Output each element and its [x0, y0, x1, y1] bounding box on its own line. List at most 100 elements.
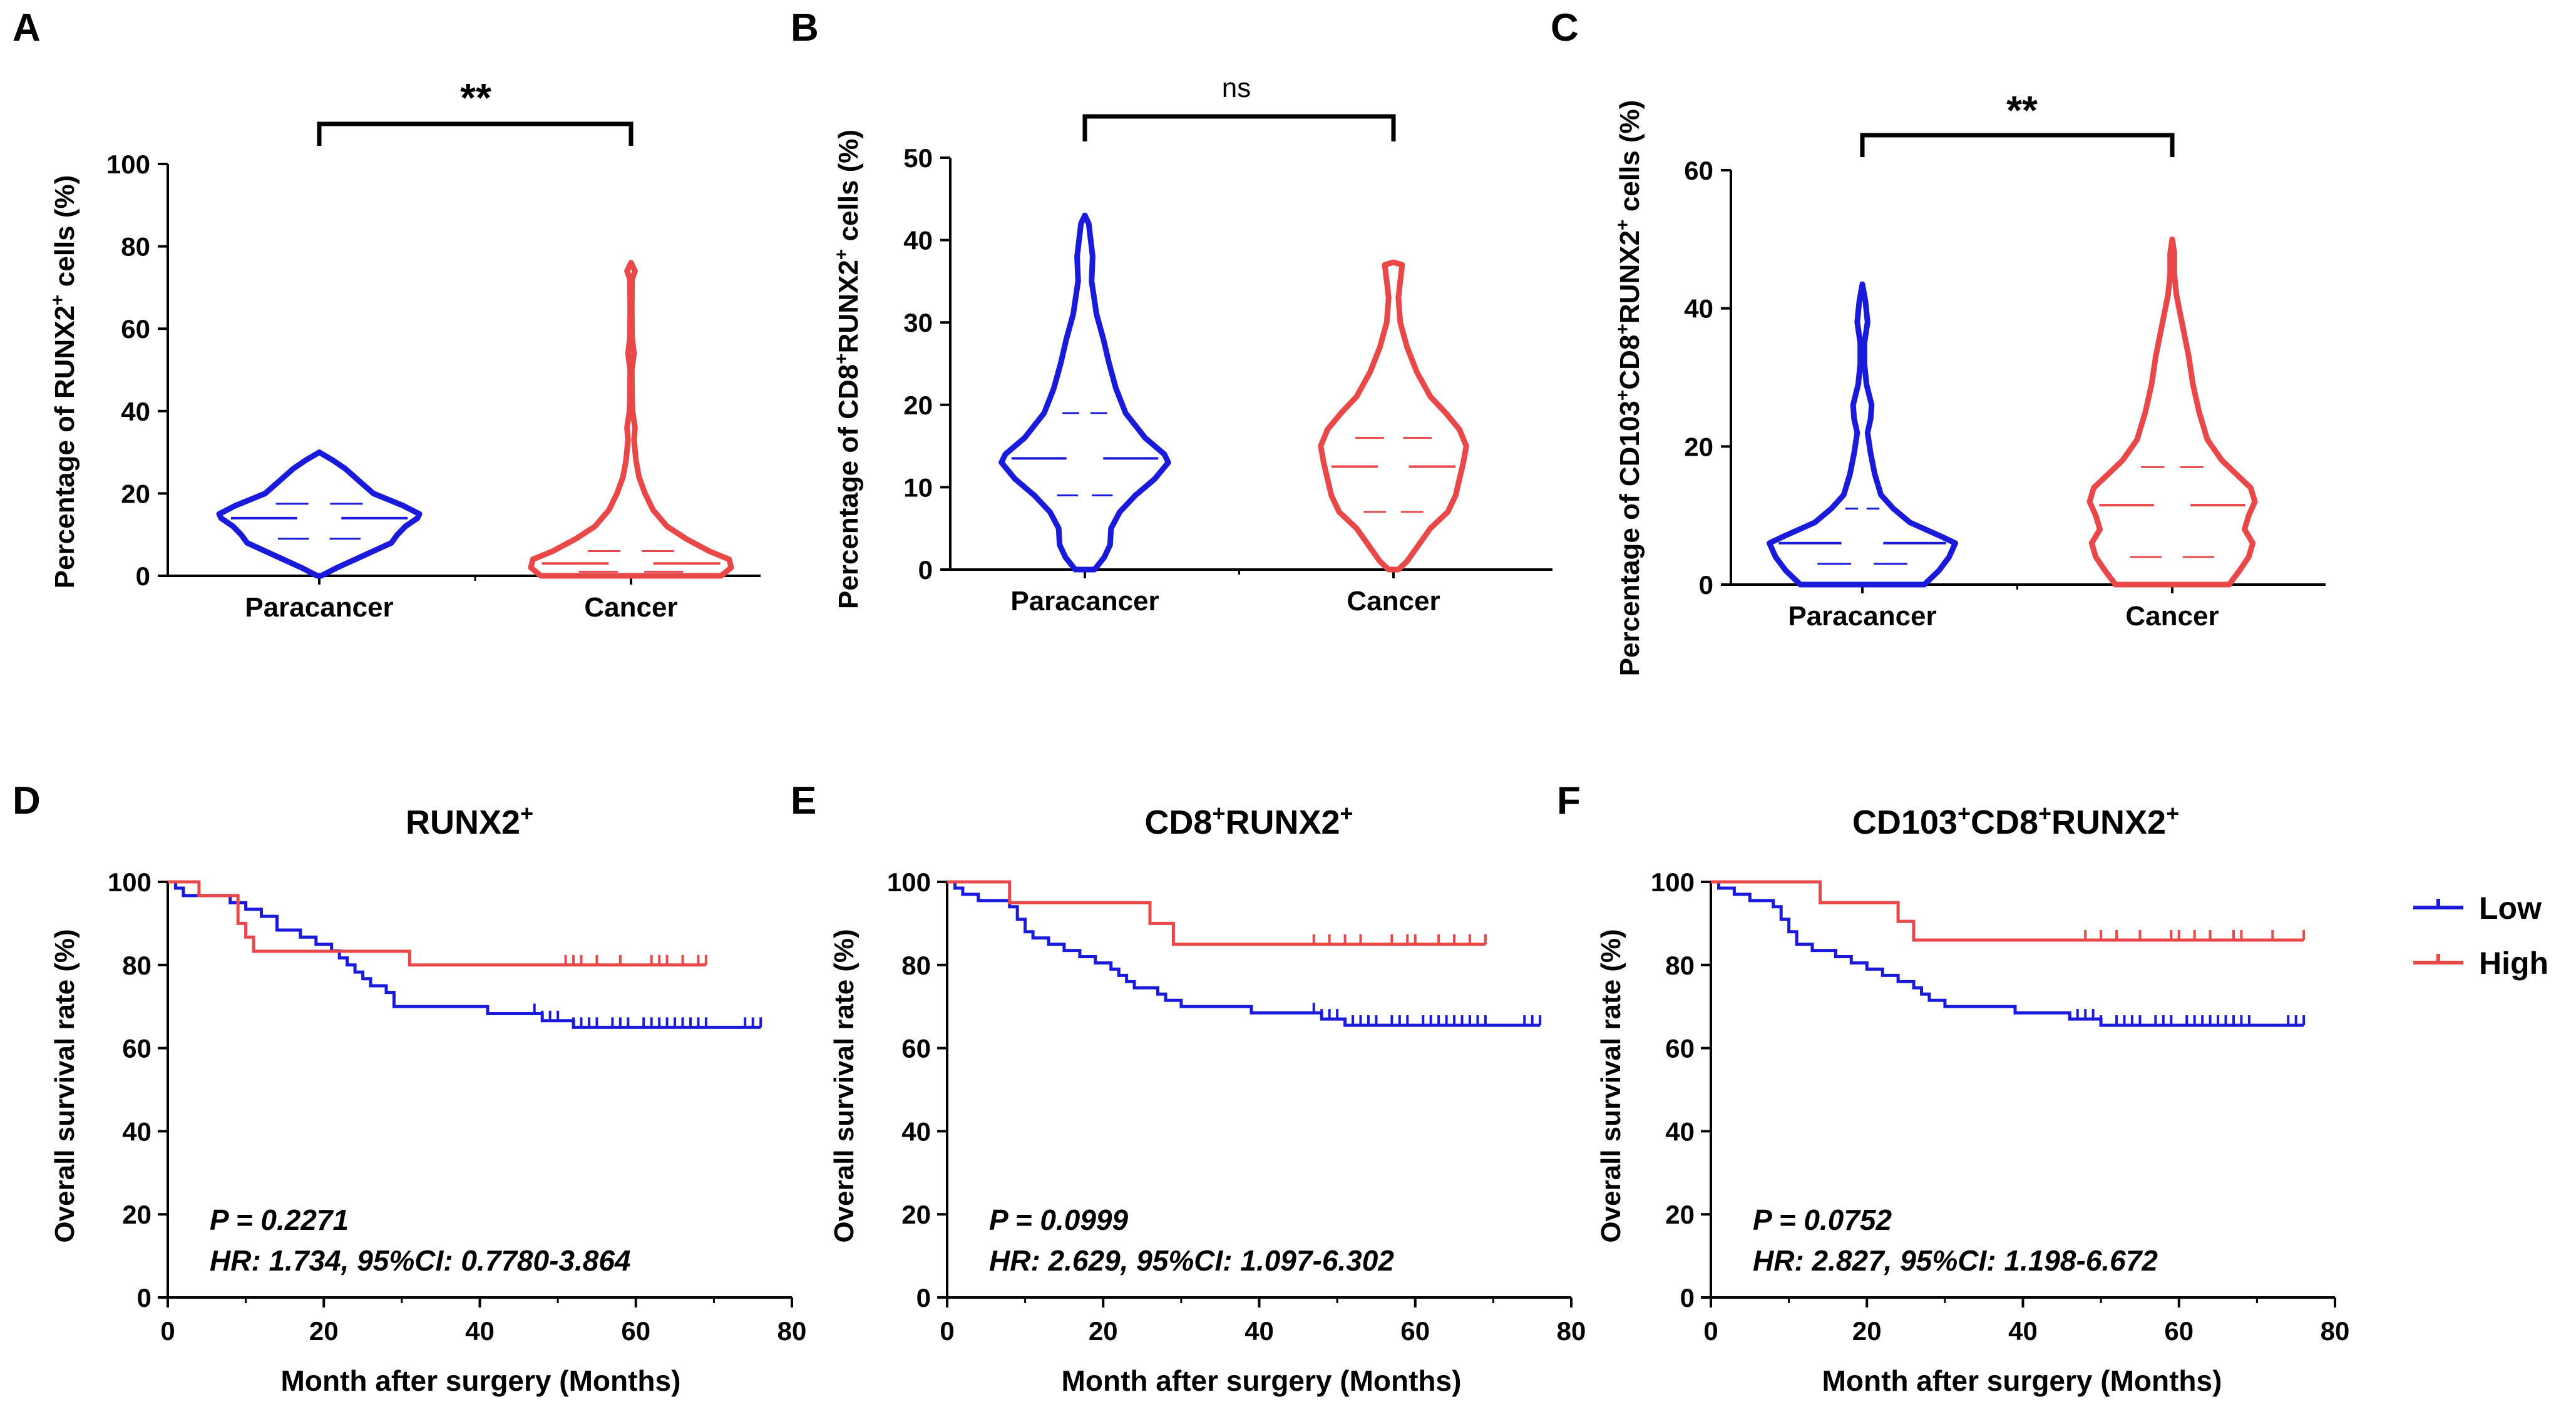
y-tick-label: 0 — [136, 561, 150, 591]
km-curve-low — [168, 880, 761, 1029]
panel-c-plot: 0 20 40 60 Paracancer Cancer — [1684, 133, 2326, 632]
panel-d-xlabel: Month after surgery (Months) — [281, 1364, 681, 1397]
y-tick-label: 20 — [901, 1200, 931, 1229]
y-tick-label: 100 — [108, 867, 151, 897]
y-tick-label: 0 — [1680, 1283, 1695, 1312]
panel-f-hazard-ratio: HR: 2.827, 95%CI: 1.198-6.672 — [1753, 1244, 2158, 1277]
y-tick-label: 40 — [903, 226, 933, 255]
y-tick-label: 40 — [122, 1117, 151, 1146]
significance-bracket — [317, 121, 634, 146]
panel-d-letter: D — [13, 779, 41, 822]
legend-item-high: High — [2413, 946, 2548, 981]
panel-c: C Percentage of CD103+CD8+RUNX2+ cells (… — [1551, 6, 2326, 676]
panel-c-significance: ** — [2006, 88, 2038, 133]
panel-b-ylabel: Percentage of CD8+RUNX2+ cells (%) — [831, 130, 865, 609]
y-tick-label: 60 — [1665, 1034, 1695, 1063]
y-tick-label: 40 — [901, 1117, 931, 1146]
panel-c-letter: C — [1551, 6, 1579, 49]
panel-e-xlabel: Month after surgery (Months) — [1062, 1364, 1462, 1397]
legend-item-low: Low — [2413, 891, 2542, 926]
panel-a: A Percentage of RUNX2+ cells (%) ** 0 20 4… — [13, 6, 761, 623]
x-tick-label: 0 — [160, 1316, 175, 1346]
violin-paracancer — [1767, 281, 1958, 588]
y-tick-label: 40 — [121, 397, 150, 426]
panel-b-significance: ns — [1222, 73, 1251, 103]
y-tick-label: 30 — [903, 308, 933, 337]
panel-f-xlabel: Month after surgery (Months) — [1822, 1364, 2222, 1397]
y-tick-label: 0 — [918, 555, 933, 585]
x-tick-label: 40 — [1244, 1316, 1274, 1346]
significance-bracket — [1860, 133, 2175, 157]
legend-swatch-low — [2413, 899, 2463, 909]
y-tick-label: 50 — [903, 143, 933, 173]
violin-cancer — [528, 260, 734, 579]
y-tick-label: 20 — [121, 479, 150, 508]
panel-b: B Percentage of CD8+RUNX2+ cells (%) ns … — [791, 6, 1552, 616]
x-tick-label: Cancer — [584, 592, 677, 623]
x-tick-label: Cancer — [1347, 586, 1440, 616]
panel-f-ylabel: Overall survival rate (%) — [1596, 929, 1626, 1242]
panel-a-ylabel: Percentage of RUNX2+ cells (%) — [48, 175, 81, 589]
x-tick-label: 80 — [777, 1316, 807, 1346]
panel-b-plot: 0 10 20 30 40 50 Paracancer Cancer — [903, 114, 1552, 616]
panel-d-hazard-ratio: HR: 1.734, 95%CI: 0.7780-3.864 — [210, 1244, 631, 1277]
x-tick-label: Paracancer — [245, 592, 393, 623]
y-tick-label: 60 — [121, 314, 150, 344]
y-tick-label: 20 — [903, 391, 933, 420]
violin-paracancer — [216, 449, 423, 579]
y-tick-label: 0 — [137, 1283, 151, 1312]
km-curve-low — [1711, 880, 2304, 1027]
panel-f-title: CD103+CD8+RUNX2+ — [1852, 801, 2179, 842]
x-tick-label: Paracancer — [1010, 586, 1159, 616]
legend-label-high: High — [2479, 946, 2548, 981]
legend-label-low: Low — [2479, 891, 2542, 926]
x-tick-label: 60 — [621, 1316, 650, 1346]
panel-f-p-value: P = 0.0752 — [1753, 1204, 1892, 1236]
panel-d-plot: 0 20 40 60 80 100 0 20 40 60 80 — [108, 867, 806, 1346]
violin-cancer — [1318, 259, 1469, 573]
panel-a-significance: ** — [460, 75, 491, 120]
x-tick-label: Paracancer — [1788, 601, 1936, 632]
y-tick-label: 60 — [122, 1034, 151, 1063]
y-tick-label: 100 — [1651, 867, 1695, 897]
x-tick-label: 80 — [2321, 1316, 2350, 1346]
y-tick-label: 100 — [106, 150, 150, 179]
x-tick-label: 40 — [465, 1316, 495, 1346]
y-tick-label: 60 — [901, 1034, 931, 1063]
legend-swatch-high — [2413, 954, 2463, 964]
y-tick-label: 20 — [122, 1200, 151, 1229]
y-tick-label: 0 — [1699, 570, 1713, 600]
panel-c-ylabel: Percentage of CD103+CD8+RUNX2+ cells (%) — [1613, 100, 1646, 677]
km-curve-high — [947, 880, 1486, 946]
panel-f-plot: 0 20 40 60 80 100 0 20 40 60 80 — [1651, 867, 2349, 1346]
y-tick-label: 80 — [121, 232, 150, 262]
panel-d-title: RUNX2+ — [406, 801, 533, 842]
panel-e-hazard-ratio: HR: 2.629, 95%CI: 1.097-6.302 — [989, 1244, 1394, 1277]
panel-e-plot: 0 20 40 60 80 100 0 20 40 60 80 — [887, 867, 1586, 1346]
km-curve-high — [168, 880, 706, 967]
panel-b-letter: B — [791, 6, 819, 49]
x-tick-label: 80 — [1557, 1316, 1586, 1346]
panel-f: F CD103+CD8+RUNX2+ Overall survival rate… — [1557, 779, 2349, 1397]
x-tick-label: 60 — [2164, 1316, 2194, 1346]
panel-a-plot: 0 20 40 60 80 100 Paracancer Cancer — [106, 121, 761, 623]
x-tick-label: 60 — [1400, 1316, 1430, 1346]
x-tick-label: 0 — [1703, 1316, 1718, 1346]
panel-e-ylabel: Overall survival rate (%) — [829, 929, 860, 1242]
y-tick-label: 20 — [1684, 432, 1713, 461]
violin-paracancer — [998, 212, 1171, 573]
violin-cancer — [2086, 236, 2258, 588]
y-tick-label: 80 — [122, 951, 151, 980]
panel-e: E CD8+RUNX2+ Overall survival rate (%) M… — [791, 779, 1586, 1397]
panel-d-p-value: P = 0.2271 — [210, 1204, 349, 1236]
x-tick-label: 40 — [2008, 1316, 2038, 1346]
panel-d-ylabel: Overall survival rate (%) — [49, 929, 80, 1242]
y-tick-label: 80 — [901, 951, 931, 980]
y-tick-label: 40 — [1665, 1117, 1695, 1146]
panel-a-letter: A — [13, 6, 41, 49]
x-tick-label: 0 — [940, 1316, 954, 1346]
panel-e-title: CD8+RUNX2+ — [1144, 801, 1353, 842]
panel-e-p-value: P = 0.0999 — [989, 1204, 1129, 1236]
km-curve-high — [1711, 880, 2304, 942]
